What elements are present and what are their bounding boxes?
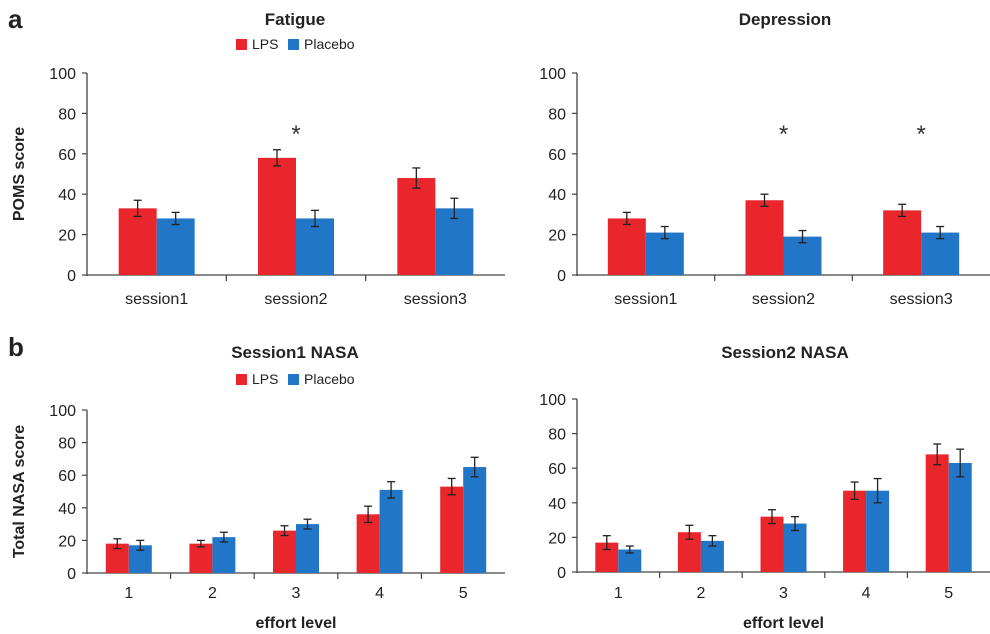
x-tick-label: 5 xyxy=(944,585,953,602)
bar-placebo-3 xyxy=(435,208,474,275)
legend-label-placebo: Placebo xyxy=(304,36,355,52)
bar-lps-5 xyxy=(440,486,464,573)
bar-placebo-5 xyxy=(463,467,487,573)
chart-4: Session2 NASA 0 20 40 60 80 100 effort level 1 2 3… xyxy=(539,343,990,632)
y-tick-label: 80 xyxy=(548,106,566,123)
x-tick-label: 2 xyxy=(696,585,705,602)
bar-placebo-1 xyxy=(128,545,152,573)
y-tick-label: 0 xyxy=(67,566,76,583)
significance-marker: * xyxy=(291,121,300,148)
bar-lps-3 xyxy=(760,516,784,572)
y-tick-label: 100 xyxy=(49,403,76,420)
y-tick-label: 0 xyxy=(557,268,566,285)
bar-lps-3 xyxy=(273,530,296,573)
y-tick-label: 60 xyxy=(58,147,76,164)
chart-1: Fatigue 0 20 40 60 80 100 POMS score session1 ses… xyxy=(11,10,505,308)
bar-placebo-2 xyxy=(700,540,724,572)
chart-2: Depression 0 20 40 60 80 100 session1 session2 * s… xyxy=(539,10,990,308)
x-tick-label: session2 xyxy=(264,291,327,308)
y-tick-label: 100 xyxy=(539,392,566,409)
bar-lps-4 xyxy=(843,490,867,572)
y-axis-title: Total NASA score xyxy=(11,425,28,558)
y-tick-label: 80 xyxy=(58,106,76,123)
y-tick-label: 80 xyxy=(548,427,566,444)
x-axis-title: effort level xyxy=(743,615,824,632)
y-tick-label: 40 xyxy=(548,187,566,204)
panel-letter-a: a xyxy=(8,4,23,34)
y-tick-label: 60 xyxy=(58,468,76,485)
bar-placebo-3 xyxy=(783,523,807,572)
bar-placebo-4 xyxy=(379,489,403,573)
legend-swatch-lps xyxy=(236,39,247,50)
legend-swatch-lps xyxy=(236,374,247,385)
bar-lps-2 xyxy=(745,200,784,275)
bar-lps-5 xyxy=(925,454,949,572)
bar-lps-1 xyxy=(595,542,619,572)
chart-title: Fatigue xyxy=(265,10,325,29)
x-tick-label: 3 xyxy=(779,585,788,602)
x-tick-label: 3 xyxy=(292,585,301,602)
bar-lps-4 xyxy=(356,514,380,573)
y-tick-label: 60 xyxy=(548,461,566,478)
y-tick-label: 0 xyxy=(557,565,566,582)
bar-placebo-3 xyxy=(296,524,319,573)
legend-swatch-placebo xyxy=(288,39,299,50)
y-tick-label: 100 xyxy=(49,66,76,83)
chart-title: Session1 NASA xyxy=(231,343,359,362)
bar-lps-2 xyxy=(189,543,213,573)
x-tick-label: 1 xyxy=(614,585,623,602)
legend-label-placebo: Placebo xyxy=(304,371,355,387)
bar-lps-2 xyxy=(677,532,701,572)
bar-placebo-3 xyxy=(921,232,960,275)
panel-letter-b: b xyxy=(8,332,24,362)
x-tick-label: session1 xyxy=(614,291,677,308)
bar-placebo-2 xyxy=(212,537,236,573)
y-tick-label: 80 xyxy=(58,436,76,453)
bar-placebo-1 xyxy=(618,549,642,572)
x-tick-label: 4 xyxy=(375,585,384,602)
bar-placebo-1 xyxy=(645,232,684,275)
x-tick-label: session1 xyxy=(125,291,188,308)
x-tick-label: 4 xyxy=(862,585,871,602)
bar-lps-3 xyxy=(883,210,922,275)
y-tick-label: 40 xyxy=(58,187,76,204)
bar-placebo-5 xyxy=(948,463,972,572)
bar-placebo-1 xyxy=(156,218,195,275)
bar-lps-1 xyxy=(607,218,646,275)
bar-lps-3 xyxy=(397,178,436,275)
x-tick-label: session2 xyxy=(752,291,815,308)
chart-3: Session1 NASA 0 20 40 60 80 100 Total NASA scor… xyxy=(11,343,505,632)
bar-lps-2 xyxy=(258,157,296,275)
y-axis-title: POMS score xyxy=(11,127,28,221)
legend-swatch-placebo xyxy=(288,374,299,385)
y-tick-label: 20 xyxy=(548,228,566,245)
x-tick-label: session3 xyxy=(890,291,953,308)
y-tick-label: 40 xyxy=(548,496,566,513)
y-tick-label: 0 xyxy=(67,268,76,285)
y-tick-label: 100 xyxy=(539,66,566,83)
chart-title: Session2 NASA xyxy=(721,343,849,362)
y-tick-label: 20 xyxy=(58,533,76,550)
legend-label-lps: LPS xyxy=(252,36,278,52)
y-tick-label: 40 xyxy=(58,501,76,518)
x-tick-label: session3 xyxy=(404,291,467,308)
y-tick-label: 20 xyxy=(548,530,566,547)
bar-lps-1 xyxy=(105,543,129,573)
x-axis-title: effort level xyxy=(256,615,337,632)
bar-lps-1 xyxy=(118,208,157,275)
y-tick-label: 20 xyxy=(58,228,76,245)
legend-label-lps: LPS xyxy=(252,371,278,387)
x-tick-label: 2 xyxy=(208,585,217,602)
significance-marker: * xyxy=(916,121,925,148)
y-tick-label: 60 xyxy=(548,147,566,164)
chart-title: Depression xyxy=(739,10,832,29)
x-tick-label: 5 xyxy=(459,585,468,602)
bar-placebo-2 xyxy=(296,218,334,275)
significance-marker: * xyxy=(779,121,788,148)
x-tick-label: 1 xyxy=(124,585,133,602)
bar-placebo-4 xyxy=(866,490,890,572)
